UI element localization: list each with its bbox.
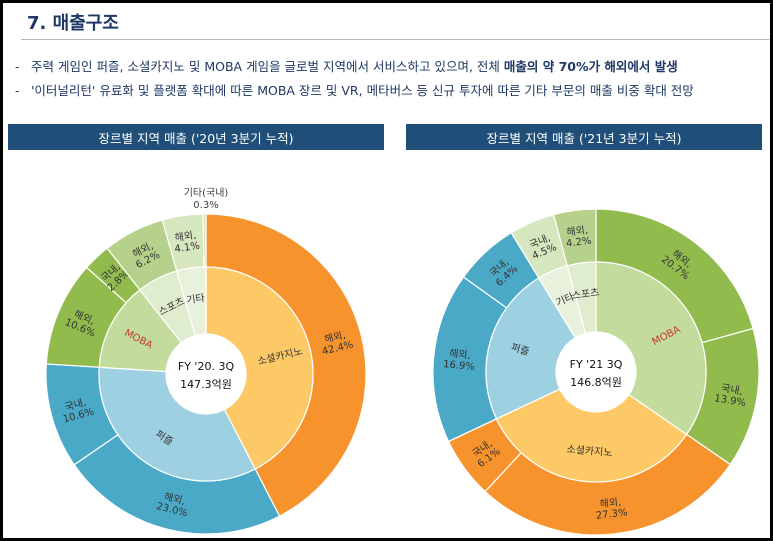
sunburst-charts: 해외,42.4%해외,23.0%국내,10.6%해외,10.6%국내,2.8%해…: [45, 187, 760, 536]
bullet-1-bold: 매출의 약 70%가 해외에서 발생: [503, 59, 678, 74]
inner-label-4: 기타: [186, 292, 206, 306]
outer-label-2: 국내,10.6%: [59, 395, 96, 426]
outer-label-1: 국내,13.9%: [713, 381, 748, 409]
inner-label-1: 소셜카지노: [566, 443, 613, 459]
page-title: 7. 매출구조: [27, 13, 119, 34]
center-label-total: 146.8억원: [570, 376, 622, 389]
chart-header-2021: 장르별 지역 매출 ('21년 3분기 누적): [406, 124, 762, 150]
slide: 7. 매출구조 - 주력 게임인 퍼즐, 소셜카지노 및 MOBA 게임을 글로벌…: [3, 3, 770, 538]
center-label-total: 147.3억원: [180, 378, 232, 391]
bullet-1-text: 주력 게임인 퍼즐, 소셜카지노 및 MOBA 게임을 글로벌 지역에서 서비스…: [31, 59, 504, 74]
inner-label-4: 스포츠: [571, 286, 600, 302]
center-hole: [166, 334, 246, 414]
bullet-2-text: '이터널리턴' 유료화 및 플랫폼 확대에 따른 MOBA 장르 및 VR, 메…: [31, 83, 694, 98]
bullet-1: - 주력 게임인 퍼즐, 소셜카지노 및 MOBA 게임을 글로벌 지역에서 서비…: [15, 56, 678, 75]
center-hole: [556, 332, 636, 412]
outer-label-2: 해외,27.3%: [594, 495, 628, 522]
sunburst-0: 해외,42.4%해외,23.0%국내,10.6%해외,10.6%국내,2.8%해…: [45, 187, 367, 535]
title-divider: [21, 39, 770, 40]
outer-label-4: 해외,16.9%: [443, 346, 477, 373]
bullet-dash: -: [15, 59, 20, 74]
bullet-dash: -: [15, 83, 20, 98]
outer-label-7: 기타(국내) 0.3%: [184, 187, 229, 211]
inner-label-2: 퍼즐: [510, 341, 531, 358]
chart-header-2020: 장르별 지역 매출 ('20년 3분기 누적): [8, 124, 384, 150]
center-label-period: FY '21 3Q: [570, 358, 623, 371]
center-label-period: FY '20. 3Q: [178, 360, 235, 373]
outer-label-6: 해외,4.1%: [172, 228, 201, 255]
outer-label-7: 해외,4.2%: [564, 223, 592, 250]
bullet-2: - '이터널리턴' 유료화 및 플랫폼 확대에 따른 MOBA 장르 및 VR, …: [15, 80, 694, 99]
outer-segment-7: [202, 213, 207, 268]
sunburst-1: 해외,20.7%국내,13.9%해외,27.3%국내,6.1%해외,16.9%국…: [432, 208, 760, 536]
